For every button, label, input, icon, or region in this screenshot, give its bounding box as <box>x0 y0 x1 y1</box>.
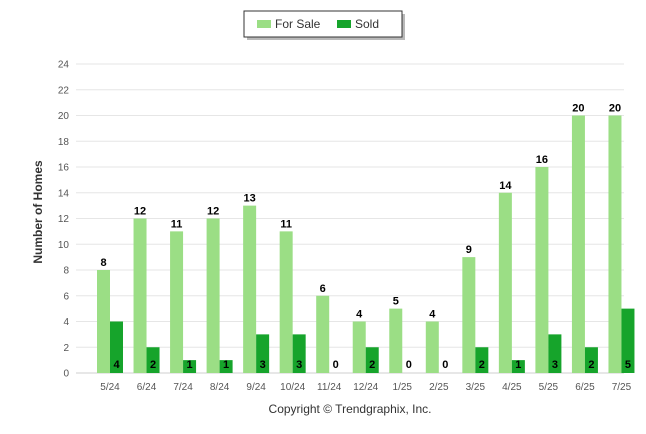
data-label-for-sale-6-25: 20 <box>572 103 584 115</box>
y-tick-label: 20 <box>58 111 70 122</box>
bar-for-sale-1-25 <box>389 308 403 373</box>
data-label-sold-7-24: 1 <box>187 359 193 371</box>
data-label-sold-5-24: 4 <box>113 359 120 371</box>
bar-for-sale-6-24 <box>133 218 147 373</box>
data-label-sold-9-24: 3 <box>260 359 266 371</box>
y-axis-title: Number of Homes <box>31 160 45 264</box>
bar-sold-5-25 <box>548 334 562 373</box>
bar-sold-12-24 <box>365 347 379 373</box>
legend-label-for-sale: For Sale <box>275 17 321 31</box>
data-label-sold-6-25: 2 <box>588 359 594 371</box>
bar-for-sale-4-25 <box>498 192 512 373</box>
legend-swatch-for-sale <box>257 20 271 28</box>
x-tick-label: 3/25 <box>466 382 486 393</box>
data-label-sold-11-24: 0 <box>333 359 339 371</box>
x-tick-label: 7/25 <box>612 382 632 393</box>
y-tick-label: 10 <box>58 240 70 251</box>
data-label-for-sale-7-24: 11 <box>171 218 183 230</box>
y-tick-label: 8 <box>63 266 69 277</box>
bar-for-sale-5-24 <box>97 270 110 373</box>
data-label-for-sale-7-25: 20 <box>609 103 621 115</box>
y-tick-label: 12 <box>58 214 70 225</box>
bar-sold-6-24 <box>146 347 160 373</box>
bar-sold-9-24 <box>256 334 270 373</box>
bar-sold-7-24 <box>183 360 197 373</box>
y-tick-label: 6 <box>63 291 69 302</box>
data-label-sold-10-24: 3 <box>296 359 302 371</box>
data-label-for-sale-8-24: 12 <box>207 206 219 218</box>
x-tick-label: 12/24 <box>353 382 378 393</box>
bars <box>97 115 635 373</box>
gridlines <box>76 63 624 374</box>
bar-for-sale-2-25 <box>425 321 439 373</box>
data-label-for-sale-12-24: 4 <box>356 309 363 321</box>
data-label-for-sale-3-25: 9 <box>466 244 472 256</box>
bar-sold-7-25 <box>621 308 635 373</box>
data-label-for-sale-6-24: 12 <box>134 206 146 218</box>
data-label-for-sale-9-24: 13 <box>244 193 256 205</box>
bar-for-sale-7-24 <box>170 231 184 373</box>
data-label-for-sale-10-24: 11 <box>280 218 292 230</box>
data-label-sold-7-25: 5 <box>625 359 631 371</box>
data-label-for-sale-4-25: 14 <box>499 180 512 192</box>
x-tick-label: 5/25 <box>539 382 559 393</box>
bar-for-sale-5-25 <box>535 167 549 373</box>
bar-for-sale-7-25 <box>608 115 622 373</box>
legend-swatch-sold <box>337 20 351 28</box>
x-tick-label: 9/24 <box>246 382 266 393</box>
x-tick-label: 11/24 <box>317 382 342 393</box>
bar-for-sale-9-24 <box>243 205 257 373</box>
data-label-sold-6-24: 2 <box>150 359 156 371</box>
data-label-for-sale-5-24: 8 <box>100 257 106 269</box>
legend: For Sale Sold <box>243 10 405 40</box>
bar-for-sale-11-24 <box>316 295 330 373</box>
x-tick-label: 6/24 <box>137 382 157 393</box>
data-label-sold-8-24: 1 <box>223 359 229 371</box>
y-tick-label: 22 <box>58 85 70 96</box>
data-label-for-sale-11-24: 6 <box>320 283 326 295</box>
data-label-for-sale-5-25: 16 <box>536 154 548 166</box>
y-tick-label: 18 <box>58 137 70 148</box>
x-tick-label: 10/24 <box>280 382 305 393</box>
data-label-sold-12-24: 2 <box>369 359 375 371</box>
copyright-text: Copyright © Trendgraphix, Inc. <box>269 402 432 416</box>
data-label-sold-4-25: 1 <box>515 359 521 371</box>
x-tick-label: 4/25 <box>502 382 522 393</box>
x-tick-label: 1/25 <box>393 382 413 393</box>
y-tick-label: 4 <box>63 317 69 328</box>
bar-sold-3-25 <box>475 347 489 373</box>
data-label-sold-1-25: 0 <box>406 359 412 371</box>
x-tick-label: 6/25 <box>575 382 595 393</box>
bar-sold-5-24 <box>110 321 123 373</box>
bar-for-sale-3-25 <box>462 257 476 373</box>
data-label-for-sale-1-25: 5 <box>393 296 399 308</box>
data-label-for-sale-2-25: 4 <box>429 309 436 321</box>
x-tick-label: 7/24 <box>173 382 193 393</box>
bar-for-sale-6-25 <box>571 115 585 373</box>
y-tick-label: 14 <box>58 188 70 199</box>
x-tick-label: 5/24 <box>100 382 120 393</box>
bar-for-sale-8-24 <box>206 218 220 373</box>
legend-label-sold: Sold <box>355 17 379 31</box>
bar-sold-8-24 <box>219 360 233 373</box>
x-tick-label: 2/25 <box>429 382 449 393</box>
bar-for-sale-12-24 <box>352 321 366 373</box>
bar-sold-6-25 <box>584 347 598 373</box>
bar-for-sale-10-24 <box>279 231 293 373</box>
x-tick-label: 8/24 <box>210 382 230 393</box>
data-label-sold-3-25: 2 <box>479 359 485 371</box>
y-tick-label: 24 <box>58 60 70 71</box>
y-tick-label: 16 <box>58 163 70 174</box>
data-label-sold-2-25: 0 <box>442 359 448 371</box>
y-tick-label: 2 <box>63 343 69 354</box>
data-label-sold-5-25: 3 <box>552 359 558 371</box>
bar-sold-4-25 <box>511 360 525 373</box>
x-axis-ticks: 5/24 6/24 7/24 8/24 9/24 10/24 11/24 12/24 1/25 2… <box>100 382 631 393</box>
y-tick-label: 0 <box>63 369 69 380</box>
bar-sold-10-24 <box>292 334 306 373</box>
